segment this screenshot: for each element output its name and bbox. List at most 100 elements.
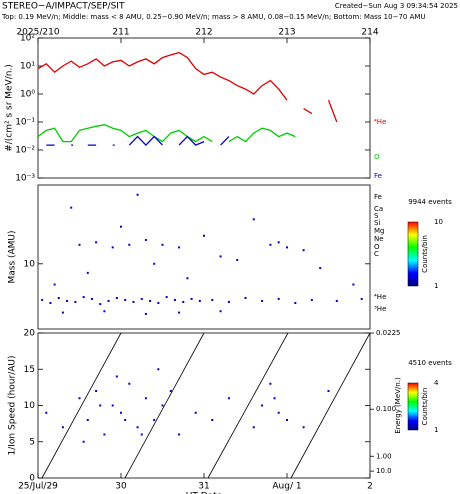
point — [136, 426, 139, 429]
point — [219, 310, 222, 313]
point — [294, 302, 297, 305]
y2-tick-label: 1.00 — [376, 452, 392, 460]
y2-tick-label: 10.0 — [376, 467, 392, 475]
x-tick-label: 30 — [115, 482, 127, 492]
y-axis-label: 1/Ion Speed (hour/AU) — [8, 356, 18, 456]
point — [128, 243, 131, 246]
point — [86, 419, 89, 421]
y2-axis-label: Energy (MeV/n.) — [394, 377, 402, 434]
point — [273, 397, 276, 400]
point — [120, 411, 122, 414]
point — [227, 397, 230, 400]
point — [144, 312, 147, 315]
point — [124, 419, 127, 421]
point — [136, 193, 139, 196]
species-label: ⁴He — [374, 293, 386, 301]
y-tick-label: 0 — [29, 474, 35, 484]
series-line — [46, 135, 230, 147]
colorbar-tick-label: 10 — [434, 218, 443, 226]
point — [261, 299, 264, 302]
y2-tick-label: 0.0225 — [376, 329, 401, 337]
point — [286, 246, 288, 249]
point — [327, 390, 330, 392]
diagonals — [41, 332, 371, 479]
point — [178, 311, 181, 314]
point — [302, 249, 305, 252]
point — [252, 218, 255, 221]
y-tick-label: 10² — [20, 34, 35, 44]
y-tick-label: 10¹ — [20, 62, 35, 72]
colorbar — [407, 221, 419, 287]
point — [74, 300, 77, 303]
point — [169, 390, 172, 392]
point — [178, 246, 181, 249]
point — [115, 296, 118, 299]
point — [360, 297, 363, 300]
y-tick-label: 5 — [29, 437, 35, 447]
point — [190, 297, 193, 300]
point — [277, 411, 280, 414]
species-label: Mg — [374, 227, 384, 235]
point — [352, 283, 355, 286]
point — [86, 271, 89, 274]
species-label: Ca — [374, 205, 383, 213]
y2-tick-label: 0.100 — [376, 405, 396, 413]
plot-frame — [37, 184, 371, 330]
point — [252, 426, 255, 429]
y-tick-label: 15 — [24, 365, 35, 375]
colorbar-label: Counts/bin — [421, 235, 429, 273]
point — [277, 297, 280, 300]
y-axis-label: Mass (AMU) — [8, 230, 18, 283]
series-line — [37, 124, 296, 143]
created: Created−Sun Aug 3 09:34:54 2025 — [335, 2, 458, 10]
point — [115, 375, 118, 378]
point — [144, 397, 147, 400]
point — [82, 440, 85, 443]
point — [203, 234, 205, 237]
point — [70, 206, 73, 209]
point — [178, 433, 181, 436]
point — [186, 277, 189, 280]
point — [310, 298, 313, 301]
species-label: Fe — [374, 193, 382, 201]
point — [286, 419, 288, 421]
point — [103, 433, 106, 436]
point — [244, 296, 247, 299]
point — [149, 299, 152, 302]
x-tick-label: Aug/ 1 — [272, 482, 301, 492]
point — [99, 303, 102, 306]
y-axis-label: #/(cm² s sr MeV/n.) — [5, 64, 15, 152]
series-line — [37, 51, 338, 123]
point — [78, 243, 81, 246]
point — [236, 258, 239, 261]
point — [90, 297, 93, 300]
x-tick-label: 25/Jul/29 — [18, 482, 58, 492]
point — [277, 241, 280, 244]
species-label: Si — [374, 219, 380, 227]
plot-frame — [37, 37, 371, 179]
point — [53, 283, 56, 286]
point — [66, 299, 69, 302]
colorbar-title: 9944 events — [408, 198, 452, 206]
species-label: Ne — [374, 235, 384, 243]
y-tick-label: 10⁰ — [20, 90, 35, 100]
point — [140, 297, 143, 300]
point — [211, 419, 214, 421]
y-tick-label: 10⁻³ — [15, 174, 35, 184]
point — [41, 298, 44, 301]
point — [161, 243, 164, 246]
subtitle: Top: 0.19 MeV/n; Middle: mass < 8 AMU, 0… — [1, 13, 426, 21]
colorbar-tick-label: 4 — [434, 379, 439, 387]
point — [153, 419, 156, 421]
instrument-title: STEREO−A/IMPACT/SEP/SIT — [2, 2, 125, 12]
colorbar-title: 4510 events — [408, 359, 452, 367]
x-tick-label: 2025/210 — [16, 28, 59, 38]
point — [111, 404, 114, 407]
point — [157, 368, 160, 371]
x-tick-label: 211 — [112, 28, 129, 38]
point — [198, 299, 201, 302]
point — [61, 311, 64, 314]
point — [45, 411, 48, 414]
x-tick-label: 214 — [361, 28, 378, 38]
colorbar-label: Counts/bin — [421, 388, 429, 426]
